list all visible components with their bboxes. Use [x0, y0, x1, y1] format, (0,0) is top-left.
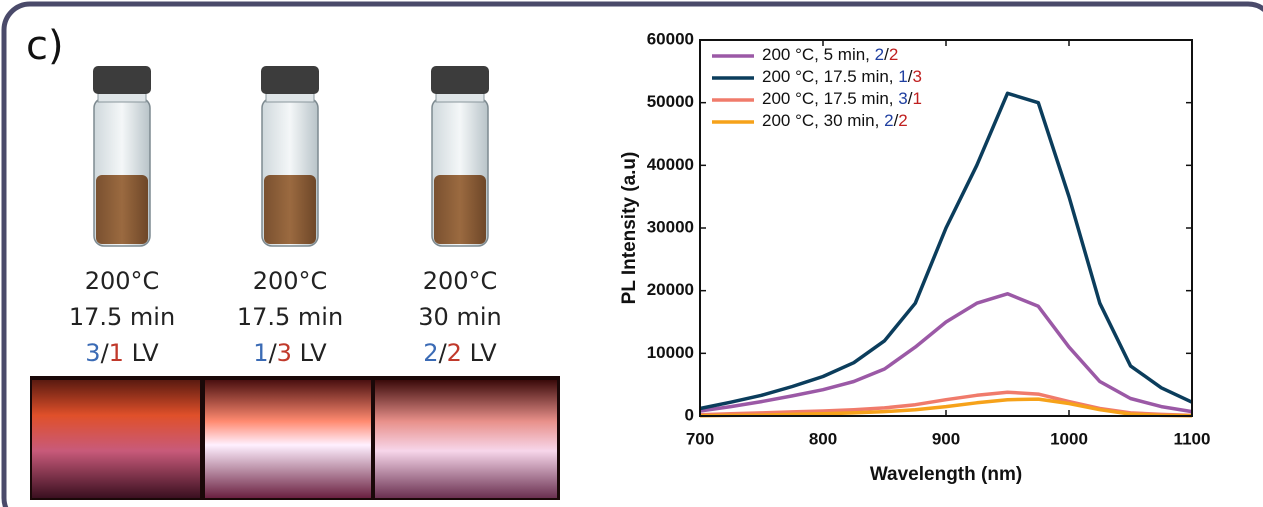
vial-label: 30 min	[418, 303, 501, 331]
vials: 200°C 17.5 min 3/1 LV 200°C 17.5 min 1/3 LV 20…	[69, 66, 502, 367]
x-tick-label: 900	[932, 429, 960, 448]
vial-cap	[261, 66, 319, 94]
legend-label: 200 °C, 17.5 min, 1/3	[762, 67, 922, 86]
y-tick-label: 40000	[647, 155, 694, 174]
y-tick-label: 50000	[647, 92, 694, 111]
vial-label: 3/1 LV	[85, 339, 159, 367]
vial-label: 200°C	[85, 267, 160, 295]
series-line	[699, 397, 1193, 418]
y-tick-label: 30000	[647, 217, 694, 236]
series-line	[699, 292, 1193, 414]
x-tick-label: 700	[686, 429, 714, 448]
y-tick-label: 0	[685, 405, 694, 424]
y-axis-label: PL Intensity (a.u)	[619, 152, 640, 305]
vial-liquid	[264, 175, 316, 244]
photo	[30, 376, 560, 500]
legend-label: 200 °C, 30 min, 2/2	[762, 111, 908, 130]
legend-label: 200 °C, 5 min, 2/2	[762, 45, 898, 64]
vial-label: 1/3 LV	[253, 339, 327, 367]
vial-cap	[93, 66, 151, 94]
x-tick-label: 1000	[1050, 429, 1088, 448]
x-tick-label: 1100	[1174, 429, 1211, 448]
chart: 0 10000 20000 30000 40000 50000 60000 700 800 900…	[619, 29, 1210, 485]
vial-cap	[431, 66, 489, 94]
x-tick-label: 800	[809, 429, 837, 448]
vial-label: 200°C	[253, 267, 328, 295]
y-tick-label: 60000	[647, 29, 694, 48]
vial-label: 17.5 min	[69, 303, 175, 331]
vial-label: 17.5 min	[237, 303, 343, 331]
vial-label: 2/2 LV	[423, 339, 497, 367]
y-tick-label: 20000	[647, 280, 694, 299]
x-axis-label: Wavelength (nm)	[870, 464, 1022, 485]
series-line	[699, 91, 1193, 411]
plot-frame	[699, 39, 1193, 417]
vial-label: 200°C	[423, 267, 498, 295]
legend-label: 200 °C, 17.5 min, 3/1	[762, 89, 922, 108]
y-tick-label: 10000	[647, 343, 694, 362]
vial-liquid	[434, 175, 486, 244]
vial-liquid	[96, 175, 148, 244]
panel-label: c)	[26, 23, 64, 69]
